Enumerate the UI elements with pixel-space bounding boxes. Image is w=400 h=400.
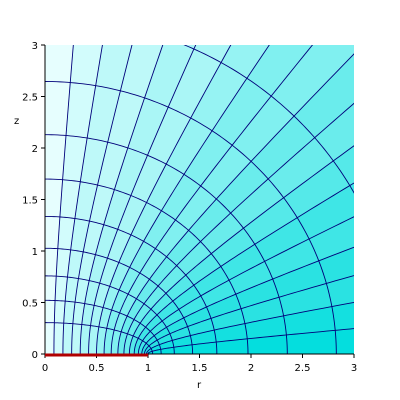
contour-band <box>117 53 354 354</box>
contour-band <box>141 247 354 354</box>
contour-band <box>129 145 354 354</box>
axes-layer: 0 0.5 1 1.5 2 2.5 3 0 0.5 1 1.5 2 2.5 3 <box>22 41 357 374</box>
y-tick-label: 1 <box>32 247 38 258</box>
y-tick-label: 0.5 <box>22 299 38 310</box>
ellipse-contour <box>45 81 337 354</box>
x-tick-label: 2 <box>248 363 254 374</box>
contour-band <box>138 216 354 354</box>
contour-band <box>71 45 163 354</box>
y-tick-label: 2.5 <box>22 93 38 104</box>
contour-band <box>111 45 354 354</box>
y-tick-label: 0 <box>32 350 38 361</box>
ellipse-contour <box>45 178 249 354</box>
y-tick-label: 1.5 <box>22 196 38 207</box>
ellipse-contour <box>45 275 175 354</box>
x-tick-label: 0 <box>42 363 48 374</box>
ellipse-contour <box>45 322 154 354</box>
y-tick-label: 3 <box>32 41 38 52</box>
ellipse-contour <box>45 134 288 354</box>
x-tick-label: 2.5 <box>295 363 311 374</box>
contour-band <box>144 275 354 354</box>
contour-fill-layer <box>45 45 354 354</box>
x-tick-label: 0.5 <box>89 363 105 374</box>
y-tick-label: 2 <box>32 144 38 155</box>
contour-band <box>134 183 354 354</box>
contour-band <box>123 103 354 354</box>
x-axis-label: r <box>197 380 202 391</box>
contour-band <box>146 302 354 354</box>
ellipse-contour <box>183 45 354 194</box>
contour-band <box>45 45 74 354</box>
ellipse-contour <box>45 215 218 354</box>
contour-band <box>147 328 354 354</box>
y-axis-label: z <box>14 116 19 127</box>
ellipse-contour <box>45 247 194 354</box>
x-tick-label: 1.5 <box>192 363 208 374</box>
ellipse-contour <box>45 299 162 354</box>
contour-line-layer <box>45 45 354 354</box>
x-tick-label: 1 <box>145 363 151 374</box>
x-tick-label: 3 <box>351 363 357 374</box>
